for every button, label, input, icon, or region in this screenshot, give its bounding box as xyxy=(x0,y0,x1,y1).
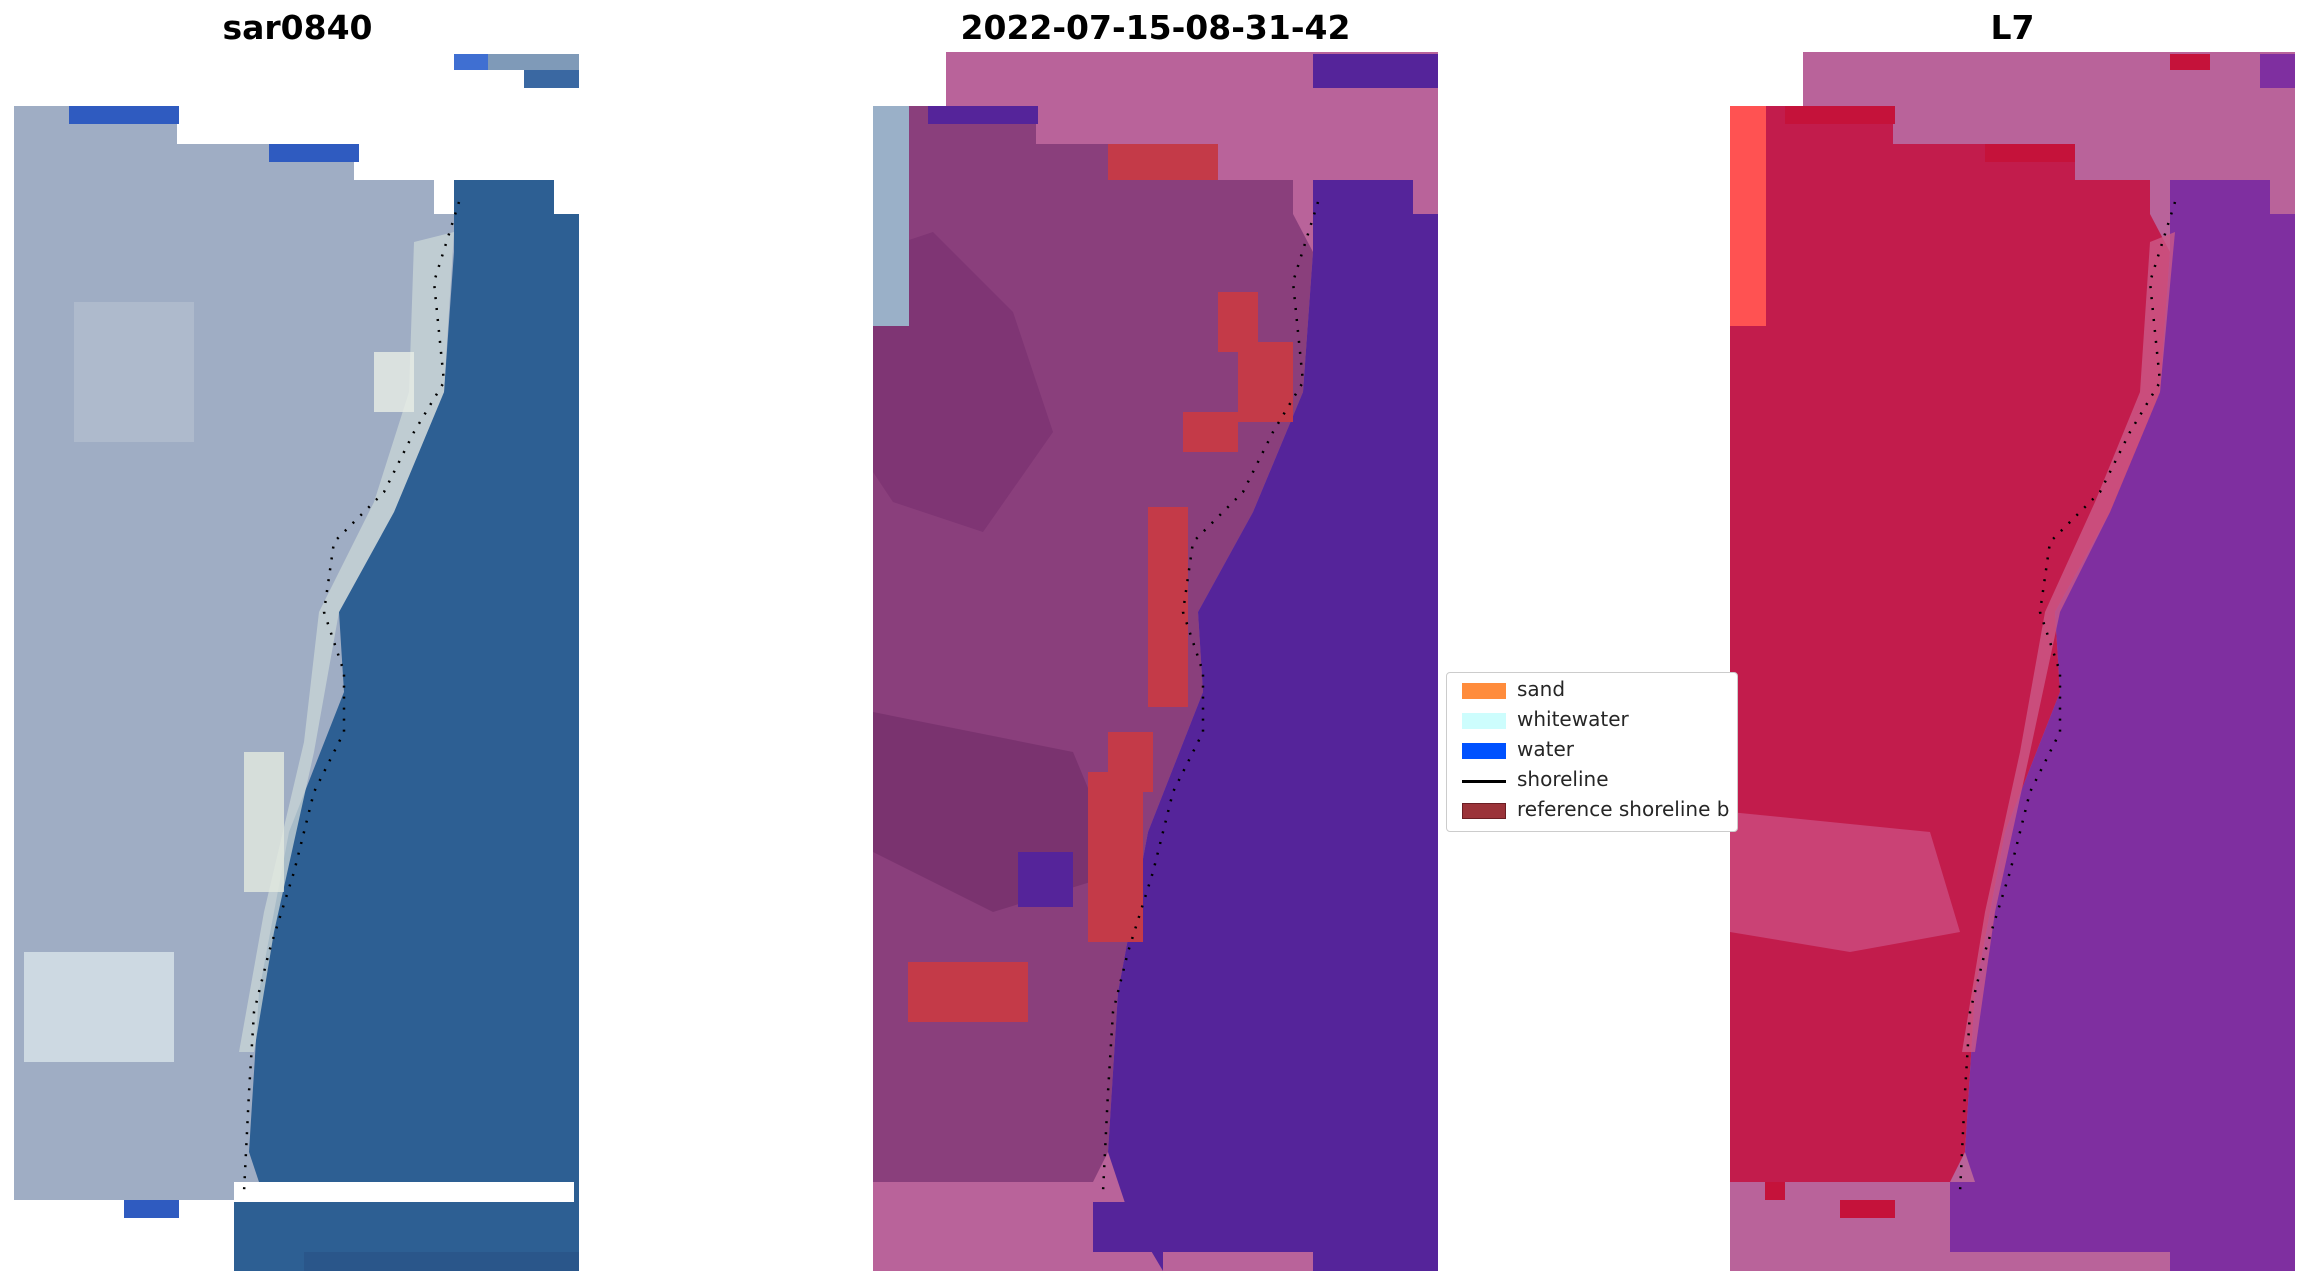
rgb-satellite-image xyxy=(14,52,579,1271)
reference-shoreline-swatch xyxy=(1462,803,1506,819)
water-swatch xyxy=(1462,743,1506,759)
legend-item-reference-shoreline: reference shoreline b xyxy=(1455,795,1735,825)
title-index: L7 xyxy=(1990,8,2035,47)
legend-label-water: water xyxy=(1517,737,1574,761)
legend-label-reference-shoreline: reference shoreline b xyxy=(1517,797,1730,821)
legend-label-shoreline: shoreline xyxy=(1517,767,1609,791)
rgb-image-panel xyxy=(14,52,579,1271)
legend-item-shoreline: shoreline xyxy=(1455,765,1735,795)
legend-item-water: water xyxy=(1455,735,1735,765)
classified-image-panel xyxy=(873,52,1438,1271)
classified-overlay-image xyxy=(873,52,1438,1271)
index-overlay-image xyxy=(1730,52,2295,1271)
legend-item-whitewater: whitewater xyxy=(1455,705,1735,735)
sand-swatch xyxy=(1462,683,1506,699)
legend-label-sand: sand xyxy=(1517,677,1566,701)
whitewater-swatch xyxy=(1462,713,1506,729)
title-rgb: sar0840 xyxy=(222,8,373,47)
index-image-panel xyxy=(1730,52,2295,1271)
title-classified: 2022-07-15-08-31-42 xyxy=(960,8,1351,47)
legend-item-sand: sand xyxy=(1455,675,1735,705)
shoreline-line-swatch xyxy=(1462,780,1506,783)
legend: sand whitewater water shoreline referenc… xyxy=(1446,672,1738,832)
legend-label-whitewater: whitewater xyxy=(1517,707,1629,731)
